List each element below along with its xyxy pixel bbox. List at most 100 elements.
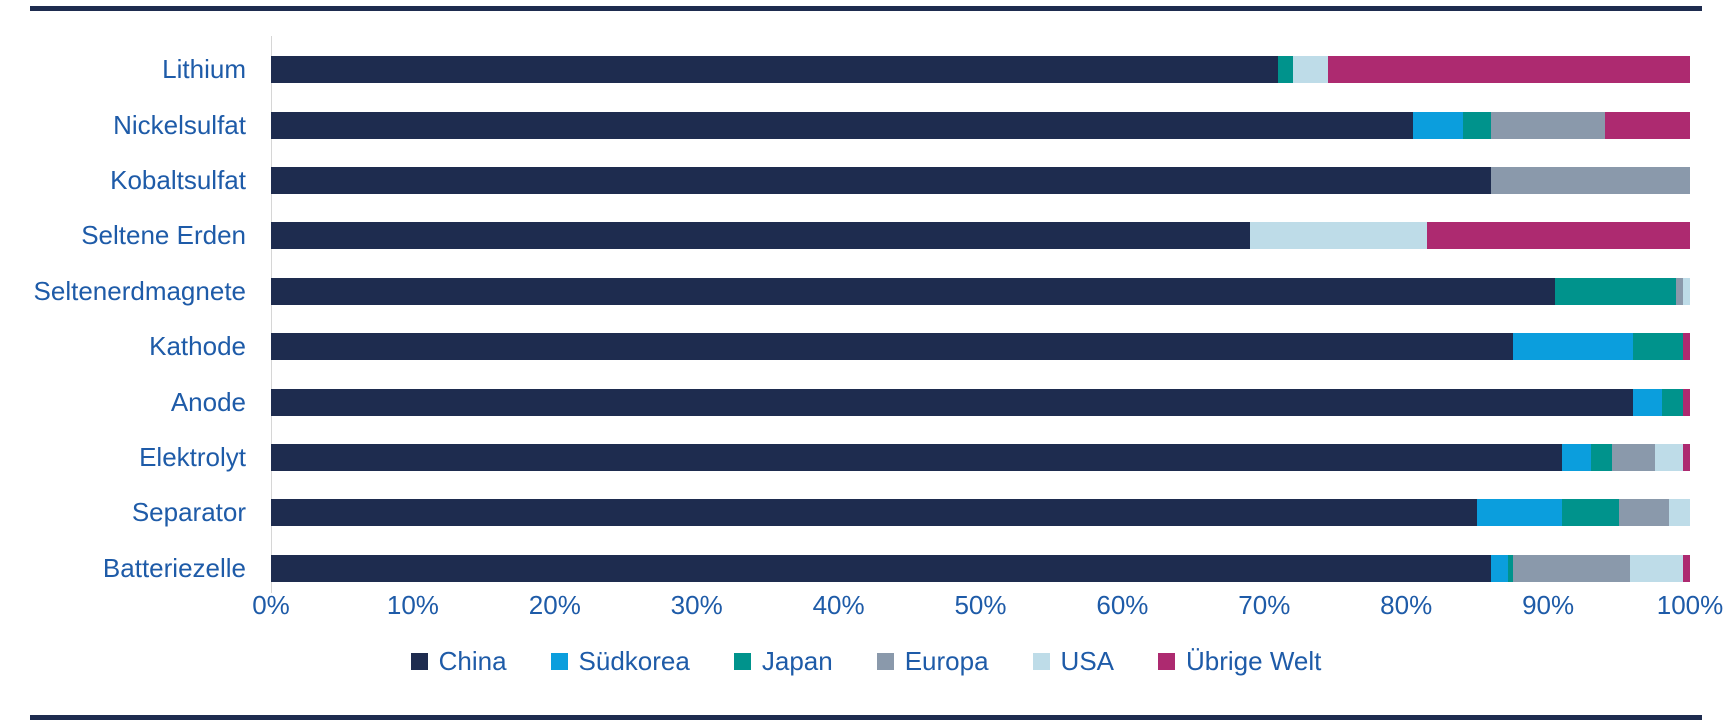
axis-tick-label-0: 0% <box>252 590 290 620</box>
bar-segment-nickelsulfat-china <box>271 111 1414 139</box>
bar-segment-kobaltsulfat-china <box>271 166 1492 194</box>
bar-segment-lithium--brige-welt <box>1328 56 1690 84</box>
bottom-rule <box>30 715 1702 720</box>
chart-row-lithium: Lithium <box>0 42 1690 97</box>
legend-item-europa: Europa <box>876 645 989 677</box>
bar-segment-nickelsulfat-europa <box>1491 111 1605 139</box>
legend-label-japan: Japan <box>761 645 833 676</box>
bar-segment-anode-s-dkorea <box>1633 388 1662 416</box>
bar-elektrolyt <box>271 443 1690 471</box>
axis-tick-label-50: 50% <box>954 590 1007 620</box>
category-label-kathode: Kathode <box>149 331 246 362</box>
chart-row-kathode: Kathode <box>0 319 1690 374</box>
category-label-anode: Anode <box>170 386 246 417</box>
chart-row-nickelsulfat: Nickelsulfat <box>0 97 1690 152</box>
legend-swatch-japan <box>733 652 751 670</box>
bar-segment-anode-japan <box>1661 388 1683 416</box>
legend-item--brige-welt: Übrige Welt <box>1158 646 1321 677</box>
bar-segment-separator-s-dkorea <box>1477 499 1563 527</box>
bar-segment-nickelsulfat-s-dkorea <box>1413 111 1463 139</box>
category-label-separator: Separator <box>131 497 246 528</box>
bar-segment-batteriezelle-s-dkorea <box>1491 554 1509 582</box>
bar-segment-lithium-usa <box>1292 56 1329 84</box>
bar-segment-batteriezelle-china <box>271 554 1492 582</box>
bar-segment-batteriezelle--brige-welt <box>1682 554 1690 582</box>
legend-swatch--brige-welt <box>1158 652 1176 670</box>
legend-item-s-dkorea: Südkorea <box>550 645 690 677</box>
axis-tick-label-60: 60% <box>1096 590 1149 620</box>
category-label-batteriezelle: Batteriezelle <box>102 552 246 583</box>
bar-lithium <box>271 56 1690 84</box>
axis-tick-label-90: 90% <box>1522 590 1575 620</box>
bar-segment-kobaltsulfat-europa <box>1491 166 1690 194</box>
category-label-seltene-erden: Seltene Erden <box>81 220 246 251</box>
bar-segment-elektrolyt-europa <box>1611 443 1655 471</box>
chart-row-separator: Separator <box>0 485 1690 540</box>
bar-segment-kathode-japan <box>1633 333 1683 361</box>
category-label-kobaltsulfat: Kobaltsulfat <box>110 164 246 195</box>
bar-segment-nickelsulfat--brige-welt <box>1604 111 1690 139</box>
legend-label-europa: Europa <box>904 645 989 676</box>
bar-segment-elektrolyt--brige-welt <box>1682 443 1690 471</box>
bar-segment-lithium-china <box>271 56 1279 84</box>
bar-segment-seltenerdmagnete-usa <box>1682 277 1690 305</box>
bar-segment-seltenerdmagnete-china <box>271 277 1556 305</box>
legend-label-usa: USA <box>1060 645 1115 676</box>
bar-segment-elektrolyt-china <box>271 443 1563 471</box>
chart-row-batteriezelle: Batteriezelle <box>0 541 1690 596</box>
bar-segment-batteriezelle-europa <box>1512 554 1631 582</box>
category-label-nickelsulfat: Nickelsulfat <box>113 109 246 140</box>
axis-tick-label-10: 10% <box>386 590 439 620</box>
legend: China Südkorea Japan Europa USA Übrige Welt <box>0 644 1732 678</box>
bar-segment-kathode-china <box>271 333 1513 361</box>
y-axis-line <box>271 36 272 593</box>
chart-row-anode: Anode <box>0 374 1690 429</box>
legend-item-china: China <box>410 646 507 677</box>
axis-tick-label-40: 40% <box>812 590 865 620</box>
axis-tick-label-30: 30% <box>670 590 723 620</box>
bar-segment-elektrolyt-usa <box>1654 443 1683 471</box>
legend-label--brige-welt: Übrige Welt <box>1186 645 1322 676</box>
axis-tick-label-100: 100% <box>1656 590 1724 620</box>
axis-tick-label-70: 70% <box>1238 590 1291 620</box>
bar-segment-kathode-s-dkorea <box>1512 333 1634 361</box>
bar-segment-seltene-erden--brige-welt <box>1427 222 1690 250</box>
chart-row-seltenerdmagnete: Seltenerdmagnete <box>0 264 1690 319</box>
legend-label-s-dkorea: Südkorea <box>578 645 690 676</box>
bar-nickelsulfat <box>271 111 1690 139</box>
category-label-elektrolyt: Elektrolyt <box>139 441 246 472</box>
bar-segment-seltene-erden-china <box>271 222 1251 250</box>
bar-segment-elektrolyt-japan <box>1590 443 1612 471</box>
axis-tick-label-80: 80% <box>1380 590 1433 620</box>
axis-tick-label-20: 20% <box>528 590 581 620</box>
category-label-lithium: Lithium <box>162 54 246 85</box>
bar-rows-container: Lithium Nickelsulfat Kobaltsulfat Seltene E… <box>0 42 1690 596</box>
bar-segment-seltenerdmagnete-europa <box>1675 277 1683 305</box>
bar-seltenerdmagnete <box>271 277 1690 305</box>
bar-segment-seltene-erden-usa <box>1250 222 1428 250</box>
bar-seltene-erden <box>271 222 1690 250</box>
bar-segment-separator-usa <box>1668 499 1690 527</box>
bar-segment-anode-china <box>271 388 1634 416</box>
chart-row-seltene-erden: Seltene Erden <box>0 208 1690 263</box>
bar-kobaltsulfat <box>271 166 1690 194</box>
x-axis: 0% 10% 20% 30% 40% 50% 60% 70% 80% 90% 100% <box>252 590 1723 622</box>
bar-kathode <box>271 333 1690 361</box>
bar-segment-seltenerdmagnete-japan <box>1555 277 1676 305</box>
bar-segment-kathode--brige-welt <box>1682 333 1690 361</box>
legend-item-japan: Japan <box>733 645 833 677</box>
chart-row-kobaltsulfat: Kobaltsulfat <box>0 153 1690 208</box>
bar-segment-anode--brige-welt <box>1682 388 1690 416</box>
top-rule <box>30 6 1702 11</box>
bar-segment-elektrolyt-s-dkorea <box>1562 443 1591 471</box>
bar-anode <box>271 388 1690 416</box>
category-label-seltenerdmagnete: Seltenerdmagnete <box>33 275 246 306</box>
legend-swatch-china <box>410 652 428 670</box>
chart-row-elektrolyt: Elektrolyt <box>0 430 1690 485</box>
bar-segment-batteriezelle-usa <box>1630 554 1683 582</box>
bar-segment-separator-japan <box>1562 499 1620 527</box>
bar-segment-nickelsulfat-japan <box>1462 111 1492 139</box>
legend-swatch-s-dkorea <box>550 652 568 670</box>
bar-segment-lithium-japan <box>1278 56 1293 84</box>
